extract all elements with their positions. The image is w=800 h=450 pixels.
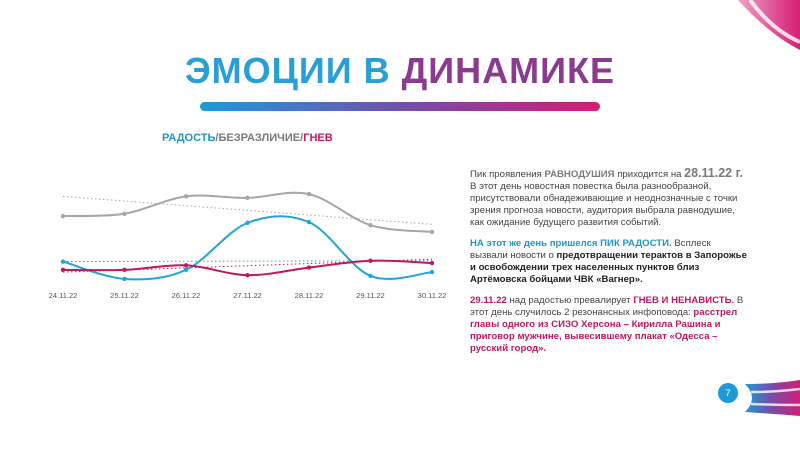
trendline-0 <box>62 195 433 225</box>
p1-e: В этот день новостная повестка была разн… <box>470 181 738 228</box>
x-tick-label: 27.11.22 <box>233 291 262 300</box>
chart-title-indifference: БЕЗРАЗЛИЧИЕ <box>218 132 301 144</box>
p3-a: 29.11.22 <box>470 295 507 306</box>
p3-e: расстрел главы одного из СИЗО Херсона – … <box>470 307 738 354</box>
title-underline <box>200 102 600 111</box>
emotions-line-chart: 24.11.22 25.11.22 26.11.22 27.11.22 28.11.22… <box>49 191 447 300</box>
series-0-point-2 <box>183 194 189 199</box>
p2-a: НА этот же день пришелся ПИК РАДОСТИ. <box>470 238 672 249</box>
x-tick-label: 28.11.22 <box>295 291 324 300</box>
series-1-point-0 <box>60 259 66 264</box>
p3-c: ГНЕВ И НЕНАВИСТЬ. <box>633 295 735 306</box>
p2-b: Всплеск вызвали новости о <box>470 238 711 261</box>
trendline-2 <box>62 258 433 273</box>
series-1-point-4 <box>306 219 312 225</box>
x-tick-label: 30.11.22 <box>418 291 447 300</box>
bottom-decoration <box>745 380 800 416</box>
corner-decoration <box>710 0 800 50</box>
title-part1: ЭМОЦИИ В <box>184 50 402 91</box>
trendline-1 <box>62 260 433 263</box>
title-part2: ДИНАМИКЕ <box>401 50 616 91</box>
series-0-point-1 <box>122 211 127 216</box>
series-1-point-5 <box>368 273 373 279</box>
page-number: 7 <box>718 383 738 403</box>
series-2-point-4 <box>306 265 312 270</box>
series-0-point-0 <box>60 213 66 219</box>
series-0-point-5 <box>368 222 373 228</box>
p1-a: Пик проявления <box>470 169 545 180</box>
series-1-point-3 <box>245 220 250 226</box>
p3-b: над радостью превалирует <box>506 295 634 306</box>
p2-c: предотвращении терактов в Запорожье и ос… <box>470 250 747 285</box>
series-0-point-6 <box>429 229 435 235</box>
series-2-point-0 <box>60 267 66 273</box>
x-tick-label: 25.11.22 <box>110 291 139 300</box>
series-1-point-1 <box>122 276 127 282</box>
description-text: Пик проявления РАВНОДУШИЯ приходится на … <box>470 167 750 364</box>
series-0-point-4 <box>306 191 312 197</box>
x-tick-label: 26.11.22 <box>172 291 201 300</box>
chart-title: РАДОСТЬ/БЕЗРАЗЛИЧИЕ/ГНЕВ <box>162 132 333 144</box>
paragraph-joy: НА этот же день пришелся ПИК РАДОСТИ. Вс… <box>470 238 750 286</box>
x-tick-label: 29.11.22 <box>356 291 385 300</box>
series-2-point-2 <box>183 263 189 268</box>
chart-title-anger: ГНЕВ <box>303 132 333 144</box>
series-1-point-6 <box>429 269 435 275</box>
series-2-point-1 <box>122 267 127 273</box>
chart-title-joy: РАДОСТЬ <box>162 132 216 144</box>
chart-title-sep1: / <box>215 132 219 144</box>
p1-c: приходится на <box>614 169 685 180</box>
p3-d: В этот день случилось 2 резонансных инфо… <box>470 295 744 318</box>
chart-title-sep2: / <box>300 132 304 144</box>
paragraph-anger: 29.11.22 над радостью превалирует ГНЕВ И… <box>470 295 750 355</box>
series-1-point-2 <box>183 267 189 273</box>
series-2-point-6 <box>429 260 435 266</box>
p1-d: 28.11.22 г. <box>684 166 743 180</box>
series-2-point-5 <box>368 258 373 263</box>
x-tick-label: 24.11.22 <box>49 291 78 300</box>
paragraph-indifference: Пик проявления РАВНОДУШИЯ приходится на … <box>470 167 750 229</box>
series-2-point-3 <box>245 272 250 278</box>
series-0-point-3 <box>245 195 250 201</box>
page-title: ЭМОЦИИ В ДИНАМИКЕ <box>0 50 800 92</box>
p1-b: РАВНОДУШИЯ <box>544 169 615 180</box>
